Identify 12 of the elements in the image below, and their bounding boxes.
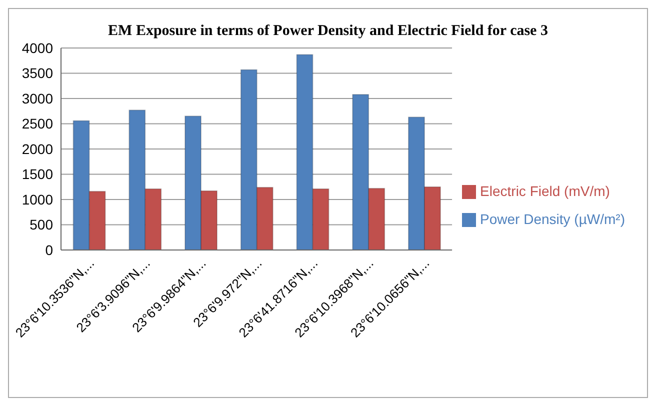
y-tick-label: 1500 [22, 166, 54, 182]
y-tick-label: 3500 [22, 65, 54, 82]
legend-label: Electric Field (mV/m) [480, 183, 610, 199]
y-tick-label: 500 [30, 216, 54, 233]
chart-title: EM Exposure in terms of Power Density and Electric Field for case 3 [107, 23, 549, 40]
y-tick-label: 1000 [22, 191, 54, 208]
y-tick-label: 0 [45, 242, 54, 258]
y-tick-label: 3000 [22, 90, 54, 106]
y-tick-label: 2500 [22, 116, 54, 132]
y-tick-label: 2000 [22, 140, 54, 157]
legend-label: Power Density (µW/m²) [480, 211, 625, 227]
y-tick-label: 4000 [22, 40, 54, 56]
